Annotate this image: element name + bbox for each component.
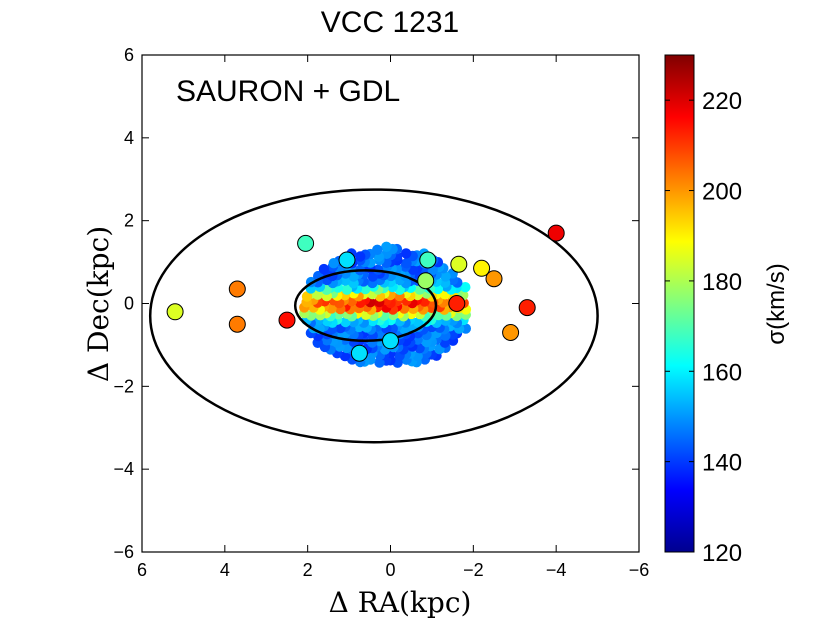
gdl-point — [417, 272, 435, 290]
sauron-spaxel — [400, 248, 412, 259]
colorbar — [664, 54, 695, 553]
sauron-spaxel — [381, 241, 392, 252]
colorbar-tick-label: 180 — [702, 269, 742, 296]
sauron-spaxel — [460, 282, 471, 293]
sauron-spaxel — [372, 244, 383, 255]
gdl-point — [228, 315, 246, 333]
colorbar-label: σ(km/s) — [763, 263, 790, 344]
y-tick-label: −6 — [113, 542, 134, 562]
gdl-points — [166, 224, 565, 362]
x-tick-label: 2 — [303, 560, 313, 580]
gdl-point — [502, 324, 520, 341]
sauron-spaxel — [348, 271, 359, 282]
gdl-point — [518, 299, 536, 317]
x-tick-label: 0 — [385, 560, 395, 580]
sauron-spaxel — [339, 350, 351, 362]
isophote-ellipse — [148, 188, 599, 444]
gdl-point — [450, 255, 468, 273]
gdl-point — [278, 311, 296, 329]
gdl-point — [382, 332, 399, 350]
colorbar-tick-label: 120 — [702, 540, 742, 567]
sauron-spaxel — [318, 263, 330, 275]
x-axis-label: Δ RA(kpc) — [329, 586, 472, 619]
colorbar-ticks: 120 140 160 180 200 220 — [665, 88, 742, 567]
sauron-spaxel — [440, 271, 451, 282]
sauron-spaxel — [341, 284, 353, 295]
gdl-point — [166, 303, 184, 321]
gdl-point — [485, 270, 503, 288]
sauron-spaxel — [413, 317, 424, 328]
sauron-spaxel — [374, 357, 385, 368]
annotation-label: SAURON + GDL — [176, 75, 400, 108]
gdl-point — [228, 280, 246, 298]
sauron-spaxel — [355, 251, 366, 262]
colorbar-tick-label: 140 — [702, 450, 742, 477]
sauron-spaxel — [401, 258, 412, 269]
sauron-spaxel — [328, 258, 339, 269]
gdl-point — [448, 295, 466, 312]
y-tick-label: 6 — [124, 45, 134, 65]
isophote-ellipse — [293, 269, 438, 343]
x-tick-label: 4 — [220, 560, 230, 580]
x-tick-label: −4 — [546, 560, 567, 580]
y-tick-label: 4 — [124, 128, 134, 148]
gdl-point — [350, 344, 368, 362]
sauron-spaxel — [419, 296, 430, 307]
isophote-ellipses — [148, 188, 599, 444]
y-tick-label: 2 — [124, 211, 134, 231]
gdl-point — [297, 234, 315, 252]
colorbar-tick-label: 220 — [702, 88, 742, 115]
sauron-spaxel — [301, 291, 313, 302]
gdl-point — [338, 251, 356, 269]
x-tick-label: −2 — [463, 560, 484, 580]
y-tick-label: −4 — [113, 459, 134, 479]
gdl-point — [419, 251, 437, 269]
x-tick-label: −6 — [629, 560, 650, 580]
gdl-point — [473, 259, 491, 277]
x-tick-label: 6 — [137, 560, 147, 580]
colorbar-tick-label: 160 — [702, 359, 742, 386]
y-tick-label: 0 — [124, 294, 134, 314]
y-tick-label: −2 — [113, 376, 134, 396]
chart-title: VCC 1231 — [321, 6, 459, 39]
y-axis-label: Δ Dec(kpc) — [82, 226, 115, 382]
colorbar-tick-label: 200 — [702, 179, 742, 206]
gdl-point — [547, 224, 565, 242]
